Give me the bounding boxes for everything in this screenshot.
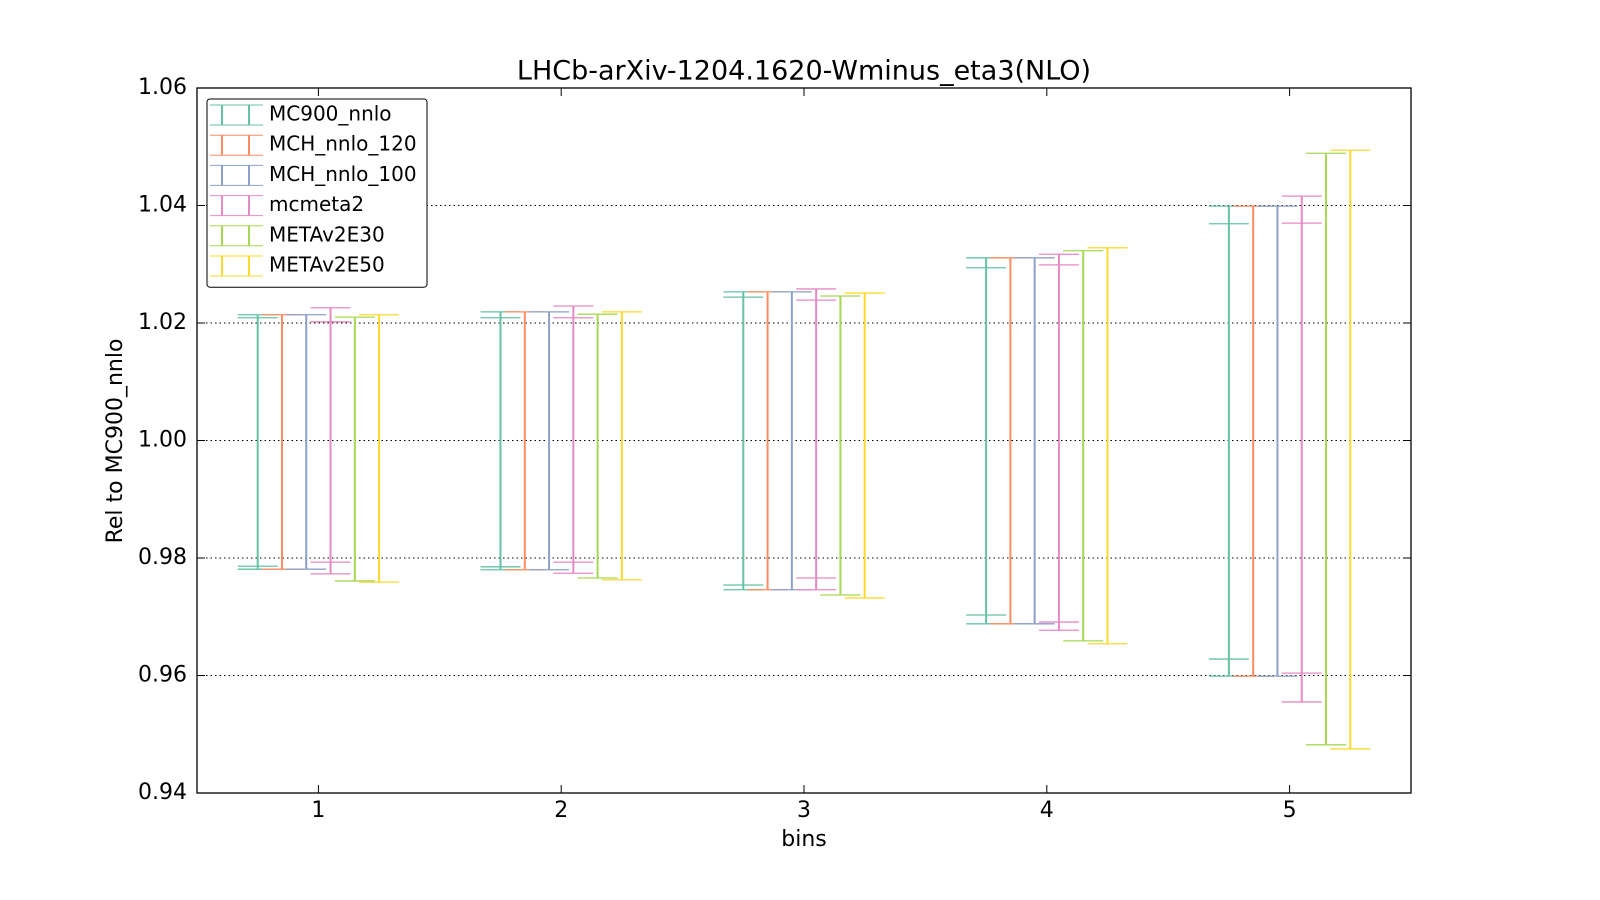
y-tick-label: 0.94 [138, 780, 187, 805]
chart-title: LHCb-arXiv-1204.1620-Wminus_eta3(NLO) [517, 56, 1091, 87]
plot-frame [196, 87, 1412, 794]
y-tick-label: 0.96 [138, 663, 187, 688]
y-tick-label: 1.02 [138, 310, 187, 335]
legend-label: METAv2E30 [269, 222, 385, 246]
y-tick-label: 1.06 [138, 75, 187, 100]
x-tick-label: 5 [1283, 798, 1297, 823]
y-tick-label: 1.04 [138, 193, 187, 218]
legend-box [206, 98, 428, 288]
y-tick-label: 0.98 [138, 545, 187, 570]
x-axis-label: bins [781, 827, 826, 852]
x-tick-label: 4 [1040, 798, 1054, 823]
x-tick-label: 1 [311, 798, 325, 823]
legend-label: MC900_nnlo [269, 102, 392, 126]
legend-label: MCH_nnlo_120 [269, 132, 417, 156]
x-tick-label: 2 [554, 798, 568, 823]
legend-label: MCH_nnlo_100 [269, 162, 417, 186]
x-tick-label: 3 [797, 798, 811, 823]
y-tick-label: 1.00 [138, 428, 187, 453]
legend-label: mcmeta2 [269, 192, 364, 216]
legend-label: METAv2E50 [269, 253, 385, 277]
y-axis-label: Rel to MC900_nnlo [103, 339, 128, 544]
